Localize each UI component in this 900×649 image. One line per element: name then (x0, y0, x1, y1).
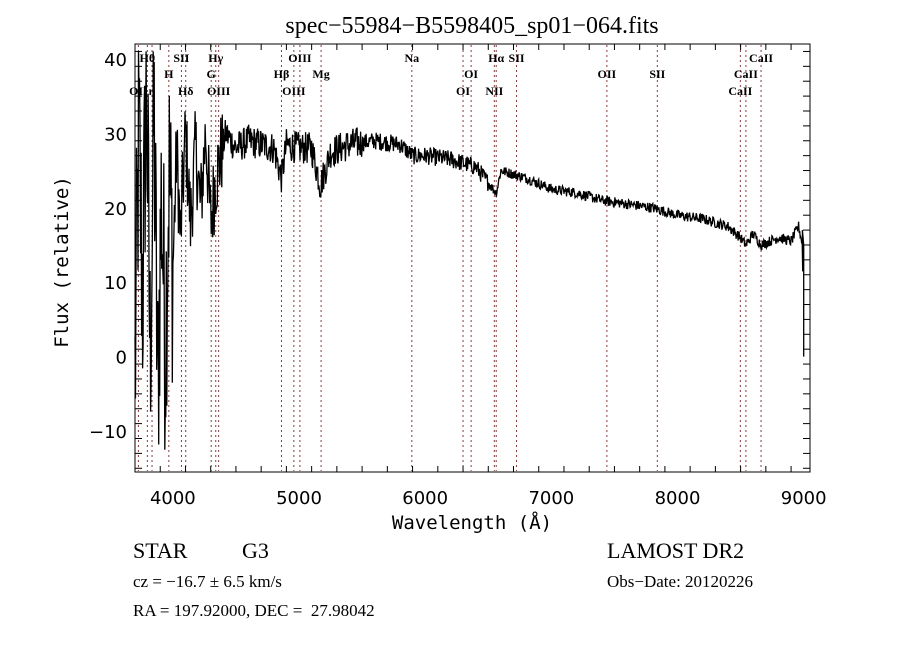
y-tick-label: 40 (104, 50, 127, 71)
spectrum-line (134, 51, 805, 450)
line-label-H-theta: Hθ (140, 51, 156, 65)
object-subclass: G3 (242, 538, 269, 563)
line-label-Na: Na (404, 51, 419, 65)
line-label-OIII-5007: OIII (288, 51, 312, 65)
line-label-Mg: Mg (312, 67, 329, 81)
x-tick-label: 4000 (150, 488, 196, 509)
y-axis-label: Flux (relative) (51, 176, 73, 348)
line-label-H-delta: Hδ (178, 84, 194, 98)
line-label-OI-6364: OI (464, 67, 478, 81)
x-axis-label: Wavelength (Å) (392, 511, 552, 534)
line-label-SII-4068: SII (173, 51, 189, 65)
y-tick-label: 20 (104, 199, 127, 220)
y-tick-label: −10 (89, 422, 127, 443)
line-label-OIII-4363: OIII (207, 84, 231, 98)
spectral-line-labels: OIIHθηHSIIHδHγGOIIIHβOIIIOIIIMgNaOIOINII… (129, 51, 773, 98)
line-label-G: G (207, 67, 216, 81)
observation-date: Obs−Date: 20120226 (607, 572, 754, 591)
x-tick-label: 6000 (402, 488, 448, 509)
plot-frame (134, 43, 811, 473)
chart-title: spec−55984−B5598405_sp01−064.fits (285, 13, 658, 39)
spectral-line-markers (137, 45, 762, 471)
y-tick-label: 30 (104, 124, 127, 145)
y-tick-label: 0 (116, 348, 127, 369)
line-label-NII: NII (485, 84, 503, 98)
line-label-CaII-8542: CaII (734, 67, 758, 81)
line-label-H-beta: Hβ (274, 67, 290, 81)
x-axis-ticks: 4000 5000 6000 7000 8000 9000 (134, 44, 827, 509)
line-label-H-gamma: Hγ (208, 51, 223, 65)
x-tick-label: 7000 (528, 488, 574, 509)
line-label-OII-7440: OII (598, 67, 617, 81)
survey-name: LAMOST DR2 (607, 538, 745, 563)
y-tick-label: 10 (104, 273, 127, 294)
y-axis-ticks: −10 0 10 20 30 40 (89, 50, 810, 469)
line-label-H: H (164, 67, 174, 81)
redshift-text: cz = −16.7 ± 6.5 km/s (133, 572, 282, 591)
line-label-OI-6300: OI (456, 84, 470, 98)
line-label-H-alpha: Hα (488, 51, 504, 65)
coordinates-text: RA = 197.92000, DEC = 27.98042 (133, 601, 375, 620)
line-label-SII-7840: SII (649, 67, 665, 81)
line-label-CaII-8662: CaII (749, 51, 773, 65)
object-class: STAR (133, 538, 188, 563)
line-label-H-eta: η (149, 84, 156, 98)
x-tick-label: 5000 (276, 488, 322, 509)
line-label-OIII-4959: OIII (282, 84, 306, 98)
x-tick-label: 9000 (781, 488, 827, 509)
line-label-SII-6724: SII (509, 51, 525, 65)
line-label-CaII-8498: CaII (728, 84, 752, 98)
x-tick-label: 8000 (655, 488, 701, 509)
